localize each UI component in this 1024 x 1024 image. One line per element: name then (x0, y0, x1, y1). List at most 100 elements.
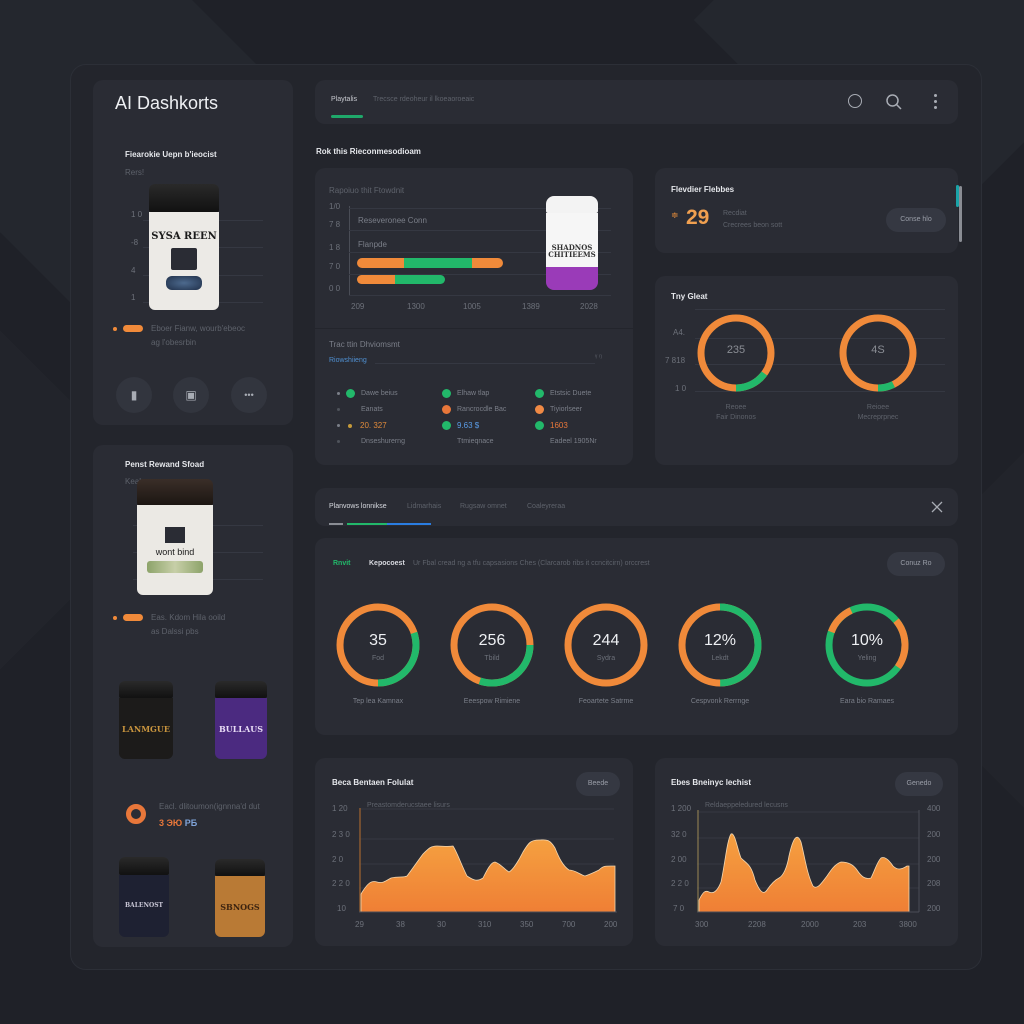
summary-button[interactable]: Conse hlo (886, 208, 946, 232)
tab-overview[interactable]: Planvows lonnikse (329, 503, 387, 510)
chart-legend: Preastomderucstaee lisurs (367, 802, 450, 809)
product-thumbnail[interactable]: BULLAUS (215, 681, 267, 759)
more-vertical-icon[interactable] (934, 94, 938, 109)
active-tab-indicator (331, 115, 363, 118)
kpi-donut: 10% Yeling Eara bio Ramaes (822, 602, 912, 705)
tab-secondary[interactable]: Trecsce rdeoheur il lkoeaoroeaic (373, 96, 475, 103)
legend-item: Eanats (361, 406, 383, 413)
kpi-value: 12% (703, 632, 737, 649)
y-tick: 7 0 (329, 262, 341, 271)
card-title: Penst Rewand Sfoad (125, 460, 205, 469)
top-bar: Playtalis Trecsce rdeoheur il lkoeaoroea… (315, 80, 958, 124)
area-chart (697, 810, 920, 913)
legend-dot (113, 327, 117, 331)
legend-corner: ᵞ ᵑ (595, 354, 602, 361)
kpi-label: Feoartete Satrme (578, 698, 634, 705)
close-icon[interactable] (931, 501, 943, 513)
kpi-value: 10% (850, 632, 884, 649)
product-image-capsules: SHADNOS CHITIEEMS (546, 196, 598, 290)
x-tick: 350 (520, 920, 534, 929)
donut-ring (839, 314, 917, 392)
y2-tick: 208 (927, 879, 941, 888)
alert-button[interactable]: Conuz Ro (887, 552, 945, 576)
area-chart (359, 808, 617, 913)
y-tick: 1 8 (329, 243, 341, 252)
legend-swatch (123, 614, 143, 621)
kpi-value: 256 (478, 632, 506, 649)
chart-button[interactable]: Genedo (895, 772, 943, 796)
kpi-label: Eara bio Ramaes (839, 698, 895, 705)
y-tick: 10 (337, 904, 346, 913)
card-title: Flevdier Flebbes (671, 185, 735, 194)
bar-label: Flanpde (358, 240, 387, 249)
y-tick: 2 2 0 (332, 879, 350, 888)
legend-item: Etstsic Duete (550, 390, 592, 397)
product-thumbnail[interactable]: SBNOGS (215, 859, 265, 937)
y-tick: 2 3 0 (332, 830, 350, 839)
donut-label: Reoee (725, 404, 747, 411)
box-button[interactable]: ▣ (173, 377, 209, 413)
kpi-donut: 12% Lekdt Cespvonk Rerrnge (675, 602, 765, 705)
chart-title: Rapoiuo thit Ftowdnit (329, 186, 405, 195)
x-tick: 1005 (463, 302, 481, 311)
kpi-sub: Yeling (857, 655, 877, 662)
y2-tick: 400 (927, 804, 941, 813)
gauge-donut: 235 Reoee Fair Dinonos (691, 312, 781, 421)
x-tick: 38 (396, 920, 405, 929)
legend-card-subtitle: Riowshiieng (329, 357, 367, 364)
search-icon[interactable] (885, 93, 903, 111)
chart-button[interactable]: ▮ (116, 377, 152, 413)
kpi-donut: 256 Tbild Eeespow Rimiene (447, 602, 537, 705)
kpi-donut: 35 Fod Tep lea Kamnax (333, 602, 423, 705)
gauge-card: Tny Gleat A4. 7 818 1 0 235 Reoee Fair D… (655, 276, 958, 465)
tab-playtalis[interactable]: Playtalis (331, 96, 358, 103)
legend-text: Eboer Fianw, wourb'ebeoc (151, 324, 246, 333)
kpi-value: 35 (369, 632, 387, 649)
y-tick: 0 0 (329, 284, 341, 293)
legend-value: 20. 327 (360, 421, 387, 430)
bar-chart-card: Rapoiuo thit Ftowdnit 1/0 7 8 1 8 7 0 0 … (315, 168, 633, 465)
x-tick: 203 (853, 920, 867, 929)
y-tick: 1/0 (329, 202, 341, 211)
bar-label: Reseveronee Conn (358, 216, 427, 225)
chart-icon: ▮ (130, 388, 138, 402)
kpi-sub: Fod (371, 655, 385, 662)
legend-text: Eas. Kdom Hila ooild (151, 613, 226, 622)
y2-tick: 200 (927, 830, 941, 839)
timer-icon[interactable] (848, 94, 862, 108)
product-thumbnail[interactable]: LANMGUE (119, 681, 173, 759)
card-title: Tny Gleat (671, 292, 708, 301)
x-tick: 1300 (407, 302, 425, 311)
y-tick: 4 (131, 266, 136, 275)
y-tick: -8 (131, 238, 139, 247)
legend-value: 1603 (550, 421, 568, 430)
product-label: SYSA REEN (151, 231, 217, 243)
tab-third[interactable]: Rugsaw omnet (460, 503, 507, 510)
y-tick: 2 2 0 (671, 879, 689, 888)
y-tick: 2 00 (671, 855, 687, 864)
summary-sub: Recdiat (723, 210, 747, 217)
product-label: BALENOST (119, 874, 169, 937)
kpi-sub: Lekdt (711, 655, 729, 662)
tab-fourth[interactable]: Coaleyreraa (527, 503, 566, 510)
stat-text: Eacl. dlitoumon(ignnna'd dut (159, 802, 260, 811)
tab-second[interactable]: Lidmarhais (407, 503, 442, 510)
summary-value: 29 (686, 206, 710, 229)
summary-card: Flevdier Flebbes ≑ 29 Recdiat Crecrees b… (655, 168, 962, 253)
legend-item: Rancrocdle Bac (457, 406, 507, 413)
card-subtitle: Keal (125, 477, 142, 486)
y-tick: 7 0 (673, 904, 685, 913)
x-tick: 300 (695, 920, 709, 929)
sidebar-card-products: Penst Rewand Sfoad Keal wont bind Eas. K… (93, 445, 293, 947)
kpi-sub: Tbild (484, 655, 500, 662)
scrollbar-thumb[interactable] (956, 185, 959, 207)
chart-button[interactable]: Beede (576, 772, 620, 796)
scrollbar[interactable] (959, 186, 962, 242)
x-tick: 2000 (801, 920, 819, 929)
product-thumbnail[interactable]: BALENOST (119, 857, 169, 937)
x-tick: 310 (478, 920, 492, 929)
kpi-label: Eeespow Rimiene (463, 698, 521, 705)
kpi-card: Rnvit Kepocoest Ur Fbal cread ng a tfu c… (315, 538, 958, 735)
x-tick: 2028 (580, 302, 598, 311)
more-button[interactable]: ••• (231, 377, 267, 413)
